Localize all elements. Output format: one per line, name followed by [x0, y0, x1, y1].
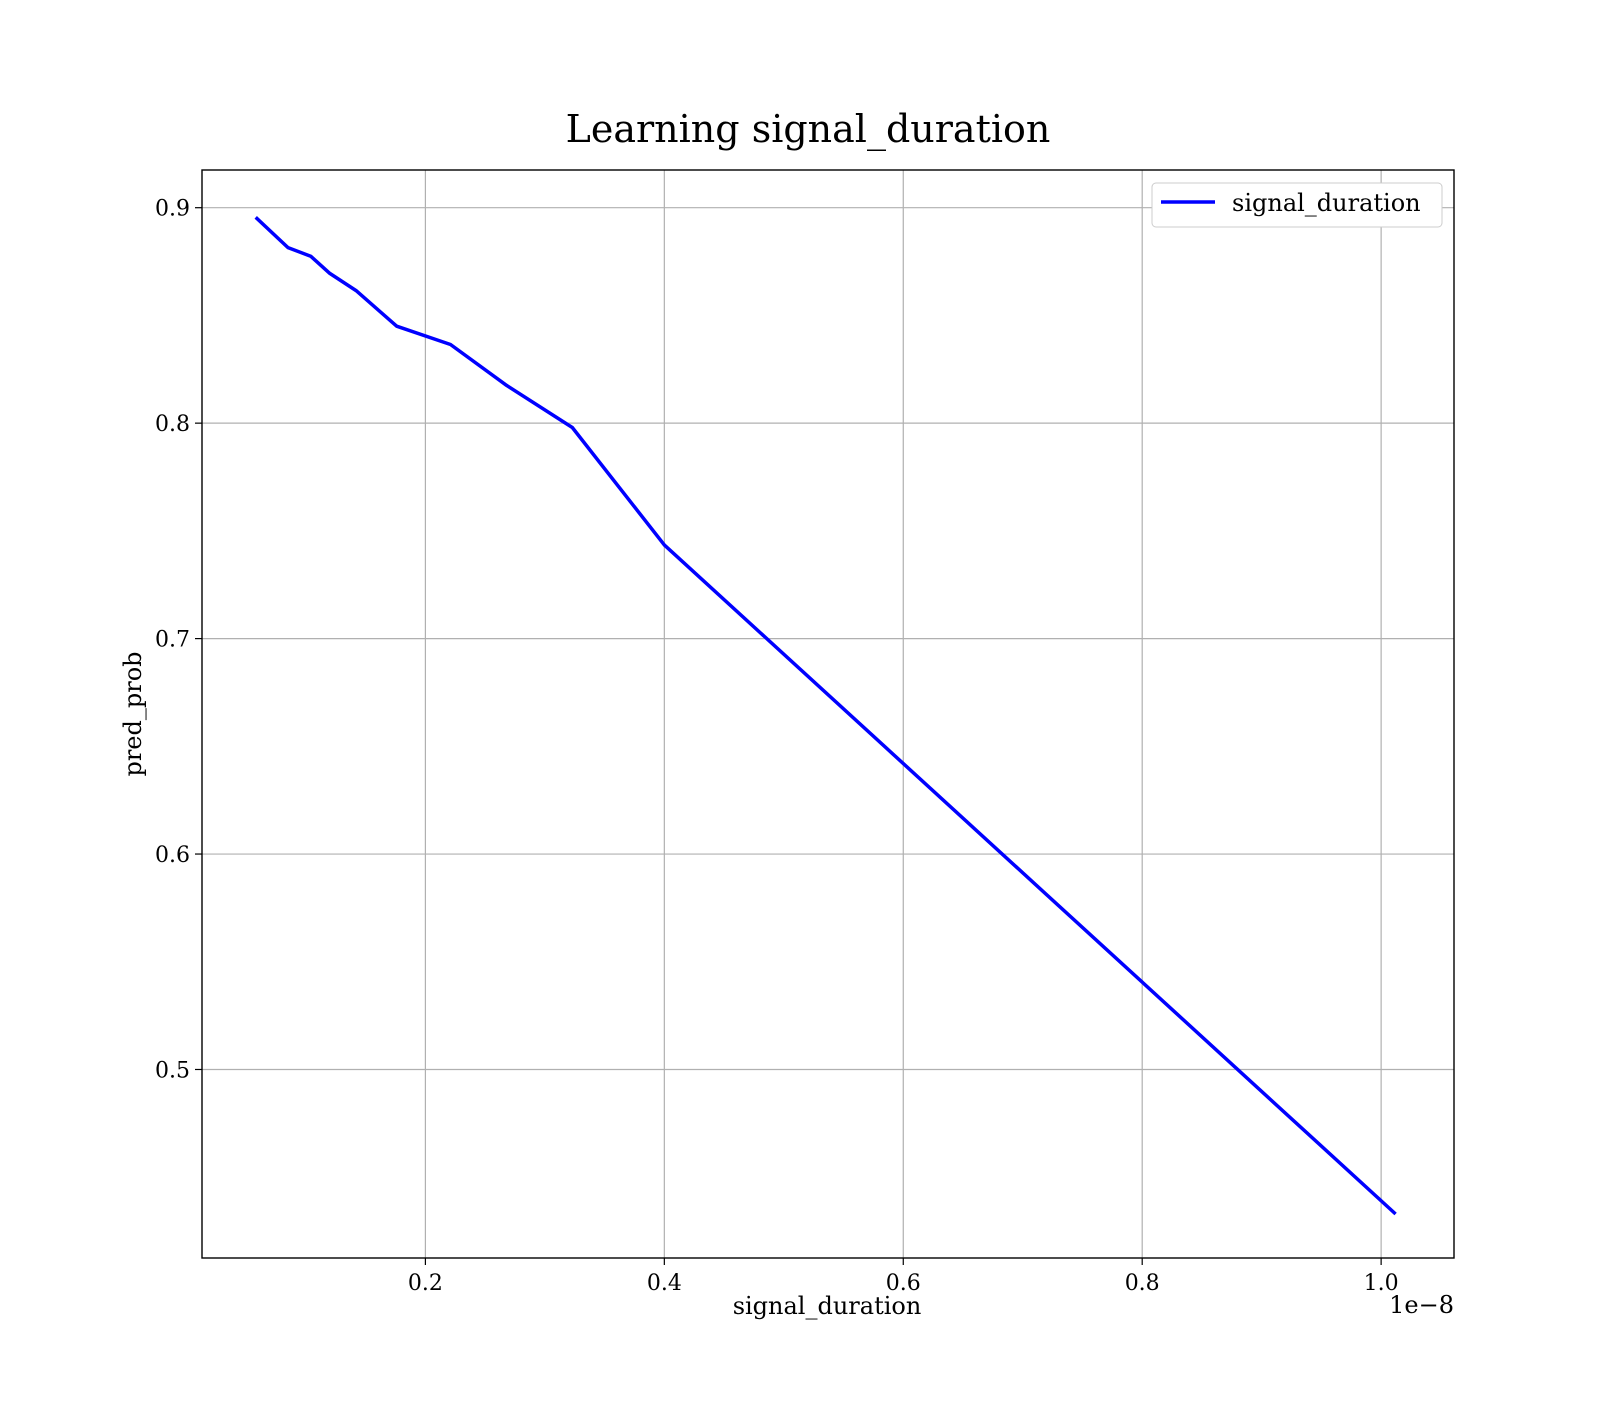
axis-ticks: 0.2 0.4 0.6 0.8 1.0 0.5 0.6 0.7 0.8 0.9: [155, 197, 1399, 1296]
legend: signal_duration: [1151, 182, 1443, 228]
x-tick-label: 0.2: [408, 1271, 443, 1296]
series-line: [254, 216, 1397, 1216]
x-tick-label: 1.0: [1364, 1271, 1399, 1296]
x-axis-label: signal_duration: [733, 1292, 922, 1320]
x-tick-label: 0.8: [1125, 1271, 1160, 1296]
y-tick-label: 0.9: [155, 197, 190, 222]
x-tick-label: 0.4: [647, 1271, 682, 1296]
y-tick-label: 0.6: [155, 843, 190, 868]
y-axis-label: pred_prob: [119, 651, 147, 776]
plot-frame: [201, 169, 1455, 1259]
chart-title: Learning signal_duration: [566, 107, 1051, 152]
x-axis-offset-label: 1e−8: [1389, 1291, 1454, 1319]
legend-label: signal_duration: [1232, 189, 1421, 217]
legend-box: [1151, 182, 1443, 228]
y-tick-label: 0.8: [155, 412, 190, 437]
series-lines: [254, 216, 1397, 1216]
y-tick-label: 0.5: [155, 1058, 190, 1083]
x-tick-label: 0.6: [886, 1271, 921, 1296]
y-tick-label: 0.7: [155, 628, 190, 653]
